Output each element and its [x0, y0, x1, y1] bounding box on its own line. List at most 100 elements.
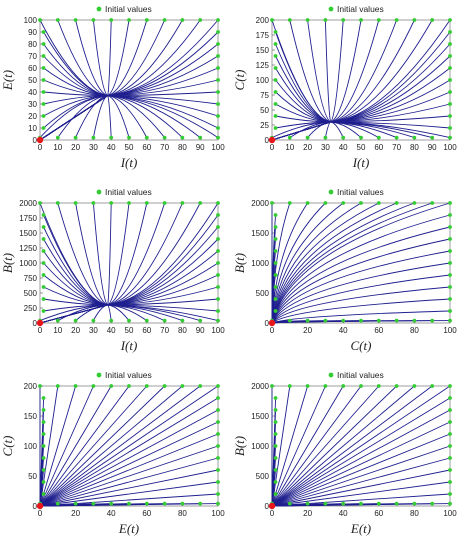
initial-value-point — [270, 201, 274, 205]
initial-value-point — [127, 384, 131, 388]
initial-value-point — [41, 408, 46, 412]
initial-value-point — [359, 384, 363, 388]
x-tick-label: 90 — [196, 326, 205, 335]
initial-value-point — [41, 90, 46, 94]
initial-value-point — [144, 18, 149, 22]
initial-value-point — [273, 285, 278, 289]
initial-value-point — [448, 54, 452, 58]
trajectory-line — [271, 385, 362, 507]
initial-value-point — [323, 135, 328, 140]
initial-value-point — [216, 102, 220, 106]
trajectory-line — [271, 262, 451, 324]
trajectory-line — [271, 421, 451, 507]
initial-value-point — [273, 42, 278, 46]
initial-value-point — [376, 318, 381, 323]
trajectory-line — [39, 91, 110, 141]
initial-value-point — [41, 261, 46, 265]
x-tick-label: 50 — [125, 143, 134, 152]
initial-value-point — [38, 18, 42, 22]
initial-value-point — [109, 384, 114, 388]
initial-value-point — [162, 501, 167, 506]
initial-value-point — [55, 18, 60, 22]
trajectory-line — [271, 214, 451, 324]
y-tick-label: 500 — [256, 472, 270, 481]
initial-value-point — [216, 78, 220, 82]
initial-value-point — [216, 501, 220, 506]
y-axis-label: B(t) — [0, 253, 15, 273]
trajectory-line — [39, 67, 219, 141]
trajectory-line — [39, 250, 108, 324]
trajectory-line — [39, 457, 219, 507]
initial-value-point — [216, 261, 220, 265]
initial-value-point — [41, 396, 46, 400]
initial-value-point — [412, 18, 417, 22]
initial-value-point — [430, 318, 435, 323]
x-tick-label: 80 — [410, 509, 419, 518]
trajectory-line — [271, 385, 451, 507]
initial-value-point — [323, 384, 328, 388]
x-tick-label: 40 — [339, 143, 348, 152]
trajectory-line — [39, 421, 219, 507]
initial-value-point — [73, 501, 78, 506]
initial-value-point — [41, 273, 46, 277]
initial-value-point — [180, 318, 185, 323]
initial-value-point — [216, 114, 220, 118]
trajectory-line — [271, 385, 380, 507]
initial-value-point — [448, 30, 452, 34]
initial-value-point — [359, 501, 363, 506]
trajectory-line — [271, 226, 451, 324]
x-tick-label: 10 — [53, 143, 62, 152]
trajectory-line — [271, 202, 451, 324]
initial-value-point — [127, 501, 131, 506]
initial-value-point — [216, 126, 220, 130]
initial-value-point — [273, 213, 278, 217]
initial-value-point — [448, 480, 452, 484]
x-tick-label: 30 — [89, 326, 98, 335]
initial-value-point — [448, 201, 452, 205]
phase-portrait-panel-1: 0 10 20 30 40 50 60 70 80 90 100 0 10 20 30 40 50 60 70 80 9… — [0, 4, 225, 170]
y-tick-label: 10 — [28, 124, 37, 133]
initial-value-point — [162, 135, 167, 140]
trajectory-line — [39, 385, 148, 507]
trajectory-line — [39, 397, 219, 507]
initial-value-point — [91, 384, 96, 388]
y-tick-label: 150 — [256, 46, 270, 55]
x-tick-label: 0 — [270, 143, 275, 152]
initial-value-point — [216, 54, 220, 58]
initial-value-point — [41, 225, 46, 229]
initial-value-point — [41, 420, 46, 424]
initial-value-point — [273, 249, 278, 253]
y-tick-label: 250 — [24, 304, 38, 313]
legend-label: Initial values — [105, 4, 152, 14]
legend-marker — [328, 372, 334, 378]
initial-value-point — [180, 135, 185, 140]
initial-value-point — [359, 201, 363, 205]
initial-value-point — [144, 384, 149, 388]
x-tick-label: 100 — [211, 143, 225, 152]
initial-value-point — [430, 18, 435, 22]
initial-value-point — [287, 501, 292, 506]
initial-value-point — [305, 201, 310, 205]
x-tick-label: 100 — [443, 509, 457, 518]
initial-value-point — [273, 90, 278, 94]
x-tick-label: 0 — [38, 143, 43, 152]
initial-value-point — [216, 42, 220, 46]
initial-value-point — [273, 420, 278, 424]
x-tick-label: 20 — [71, 509, 80, 518]
initial-value-point — [448, 66, 452, 70]
trajectory-line — [39, 397, 45, 507]
initial-value-point — [394, 201, 399, 205]
trajectory-line — [271, 31, 451, 141]
y-tick-label: 0 — [265, 502, 270, 511]
trajectory-line — [271, 385, 309, 507]
initial-value-point — [162, 384, 167, 388]
y-tick-label: 1750 — [19, 214, 37, 223]
initial-value-point — [41, 492, 46, 496]
initial-value-point — [448, 18, 452, 22]
initial-value-point — [216, 309, 220, 313]
initial-value-point — [73, 201, 78, 205]
trajectory-line — [39, 95, 219, 141]
initial-value-point — [448, 384, 452, 388]
trajectory-line — [271, 481, 451, 507]
